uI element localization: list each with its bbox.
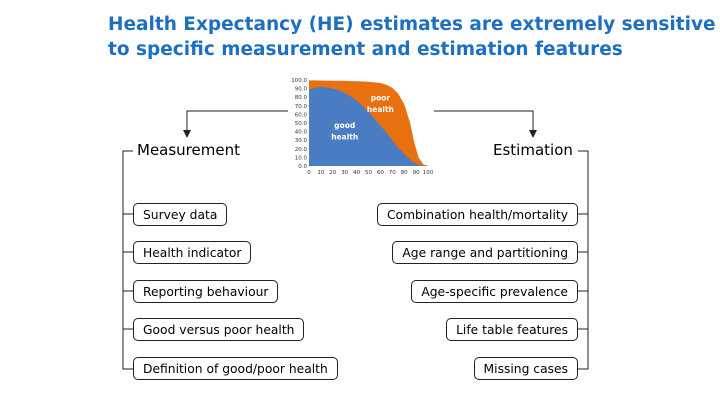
x-tick-label: 90	[413, 170, 420, 176]
y-tick-label: 50.0	[295, 121, 308, 127]
measurement-item-good-vs-poor: Good versus poor health	[133, 318, 305, 341]
x-tick-label: 100	[423, 170, 434, 176]
good-health-label-line2: health	[331, 132, 358, 141]
left-arrow	[183, 110, 288, 138]
x-tick-label: 50	[365, 170, 372, 176]
measurement-item-health-indicator: Health indicator	[133, 241, 252, 264]
y-tick-label: 30.0	[295, 138, 308, 144]
series-area-good-health	[309, 86, 428, 166]
poor-health-label-line2: health	[367, 105, 394, 114]
estimation-item-missing-cases: Missing cases	[473, 357, 578, 380]
estimation-item-prevalence: Age-specific prevalence	[411, 280, 578, 303]
estimation-heading: Estimation	[490, 141, 576, 159]
y-tick-label: 60.0	[295, 112, 308, 118]
measurement-item-reporting-behaviour: Reporting behaviour	[133, 280, 279, 303]
right-bracket	[578, 150, 589, 370]
measurement-item-definition: Definition of good/poor health	[133, 357, 338, 380]
y-tick-label: 40.0	[295, 130, 308, 136]
measurement-heading: Measurement	[134, 141, 243, 159]
chart-svg: 100.090.080.070.060.050.040.030.020.010.…	[291, 78, 434, 176]
y-tick-label: 70.0	[295, 104, 308, 110]
slide-title: Health Expectancy (HE) estimates are ext…	[108, 12, 716, 62]
title-line-2: to specific measurement and estimation f…	[108, 39, 623, 60]
x-tick-label: 0	[307, 170, 311, 176]
y-tick-label: 90.0	[295, 87, 308, 93]
x-tick-label: 60	[377, 170, 384, 176]
y-tick-label: 10.0	[295, 155, 308, 161]
y-tick-label: 80.0	[295, 95, 308, 101]
estimation-item-life-table: Life table features	[446, 318, 578, 341]
estimation-item-age-range: Age range and partitioning	[392, 241, 578, 264]
y-tick-label: 100.0	[291, 78, 307, 84]
y-tick-label: 0.0	[298, 164, 307, 170]
x-tick-label: 70	[389, 170, 396, 176]
health-expectancy-chart: 100.0 90.0 80.0 70.0 60.0 50.0 40.0 30.0 20.0 10.…	[288, 74, 434, 178]
estimation-item-combination: Combination health/mortality	[376, 203, 578, 226]
poor-health-label-line1: poor	[371, 94, 391, 103]
x-tick-label: 10	[317, 170, 324, 176]
y-tick-label: 20.0	[295, 147, 308, 153]
x-tick-label: 80	[401, 170, 408, 176]
right-arrow	[434, 110, 537, 138]
good-health-label-line1: good	[334, 121, 355, 130]
left-bracket	[122, 150, 133, 370]
x-tick-label: 20	[329, 170, 336, 176]
x-tick-label: 30	[341, 170, 348, 176]
title-line-1: Health Expectancy (HE) estimates are ext…	[108, 14, 716, 35]
x-tick-label: 40	[353, 170, 360, 176]
measurement-item-survey-data: Survey data	[133, 203, 228, 226]
